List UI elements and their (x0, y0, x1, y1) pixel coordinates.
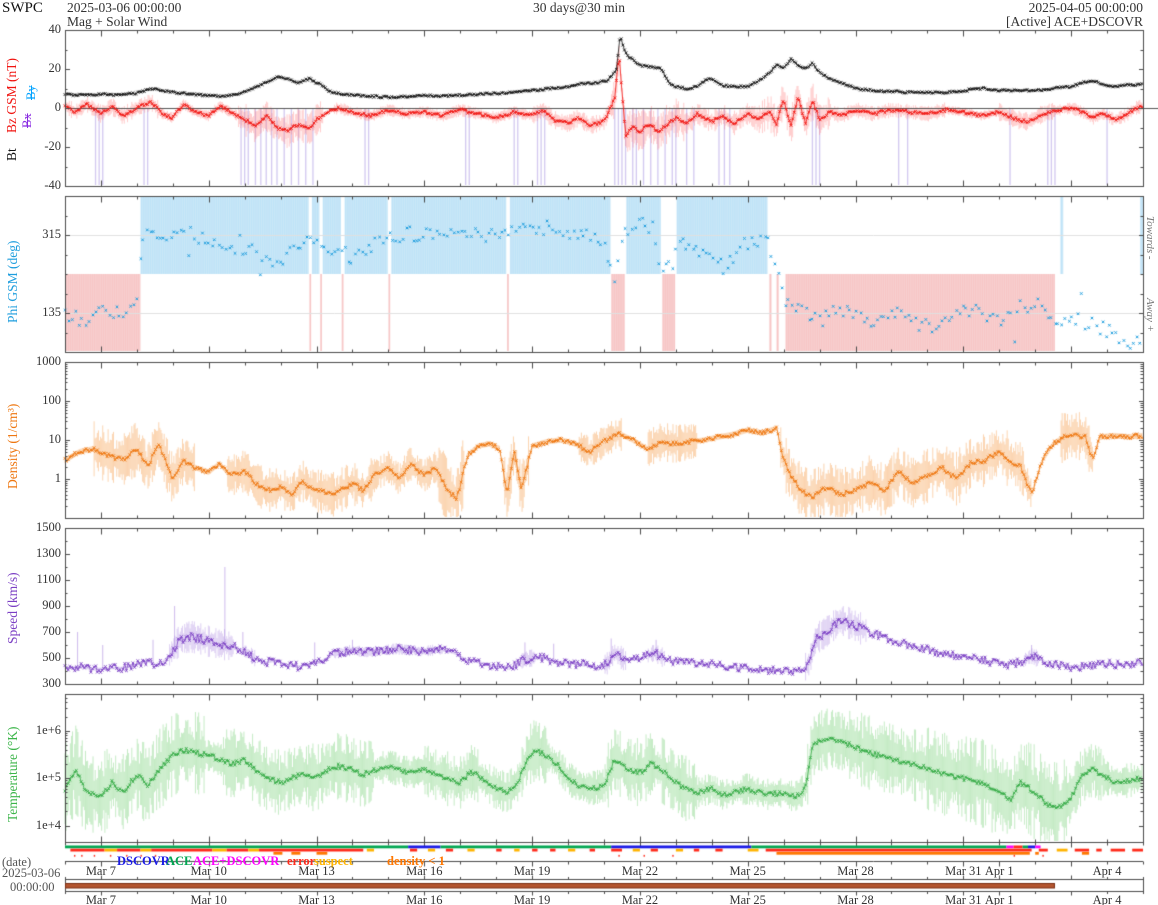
x-tick-label: Mar 7 (85, 893, 117, 905)
x-tick-label: Mar 19 (513, 893, 551, 905)
towards-sector-label: Towards - (1144, 216, 1156, 260)
x-tick-label: Apr 1 (984, 893, 1014, 905)
y-tick-label: 100 (42, 393, 61, 407)
y-tick-label: -20 (44, 139, 61, 153)
range-label: 30 days@30 min (533, 0, 625, 15)
y-tick-label: 300 (42, 676, 61, 690)
legend-item-error: error (287, 854, 316, 868)
y-tick-label: 1100 (36, 572, 61, 586)
x-tick-label: Mar 28 (837, 893, 874, 905)
source-status: [Active] ACE+DSCOVR (1006, 14, 1143, 29)
y-tick-label: 900 (42, 598, 61, 612)
x-tick-label: Apr 4 (1092, 893, 1122, 905)
x-tick-label: Mar 22 (621, 864, 659, 878)
x-tick-label: Mar 25 (729, 893, 766, 905)
x-tick-label: Mar 13 (298, 893, 335, 905)
legend-item-ace: ACE (166, 854, 193, 868)
y-tick-label: 20 (48, 61, 62, 75)
y-tick-label: 0 (54, 100, 61, 114)
y-tick-label: 40 (48, 22, 62, 36)
y-tick-label: -40 (44, 178, 61, 192)
brand-label: SWPC (2, 0, 43, 16)
x-tick-label: Mar 19 (513, 864, 551, 878)
y-tick-label: 135 (42, 305, 61, 319)
y-tick-label: 1 (54, 471, 61, 485)
x-tick-label: Mar 10 (190, 893, 227, 905)
y-tick-label: 1e+6 (35, 722, 61, 737)
y-tick-label: 1000 (36, 354, 61, 368)
x-tick-label: Mar 13 (298, 864, 335, 878)
x-tick-label: Mar 10 (190, 864, 227, 878)
legend-item-suspect: suspect (314, 854, 353, 868)
x-tick-label: Mar 31 (945, 864, 982, 878)
y-tick-label: 1500 (36, 520, 61, 534)
away-sector-label: Away + (1144, 297, 1156, 332)
x-tick-label: Mar 28 (837, 864, 874, 878)
x-tick-label: Mar 16 (406, 893, 443, 905)
origin-date: 2025-03-06 (2, 866, 61, 880)
plot-subtitle: Mag + Solar Wind (67, 14, 168, 29)
y-tick-label: 700 (42, 624, 61, 638)
legend-item-density-1: density < 1 (387, 854, 445, 868)
x-tick-label: Mar 25 (729, 864, 766, 878)
y-tick-label: 1e+5 (35, 770, 61, 785)
y-tick-label: 1300 (36, 546, 61, 560)
x-tick-label: Mar 22 (621, 893, 659, 905)
y-tick-label: 1e+4 (35, 817, 61, 832)
x-tick-label: Apr 1 (984, 864, 1014, 878)
start-datetime: 2025-03-06 00:00:00 (67, 0, 182, 15)
date-axis-caption: (date) (2, 855, 32, 869)
legend-item-dscovr: DSCOVR (117, 854, 170, 868)
y-tick-label: 315 (42, 227, 61, 241)
legend-item-ace-dscovr: ACE+DSCOVR (193, 854, 280, 868)
x-tick-label: Mar 7 (85, 864, 117, 878)
x-tick-label: Mar 31 (945, 893, 982, 905)
x-tick-label: Mar 16 (406, 864, 443, 878)
y-tick-label: 10 (48, 432, 62, 446)
x-tick-label: Apr 4 (1092, 864, 1122, 878)
origin-time: 00:00:00 (10, 880, 55, 894)
y-tick-label: 500 (42, 650, 61, 664)
end-datetime: 2025-04-05 00:00:00 (1028, 0, 1143, 15)
